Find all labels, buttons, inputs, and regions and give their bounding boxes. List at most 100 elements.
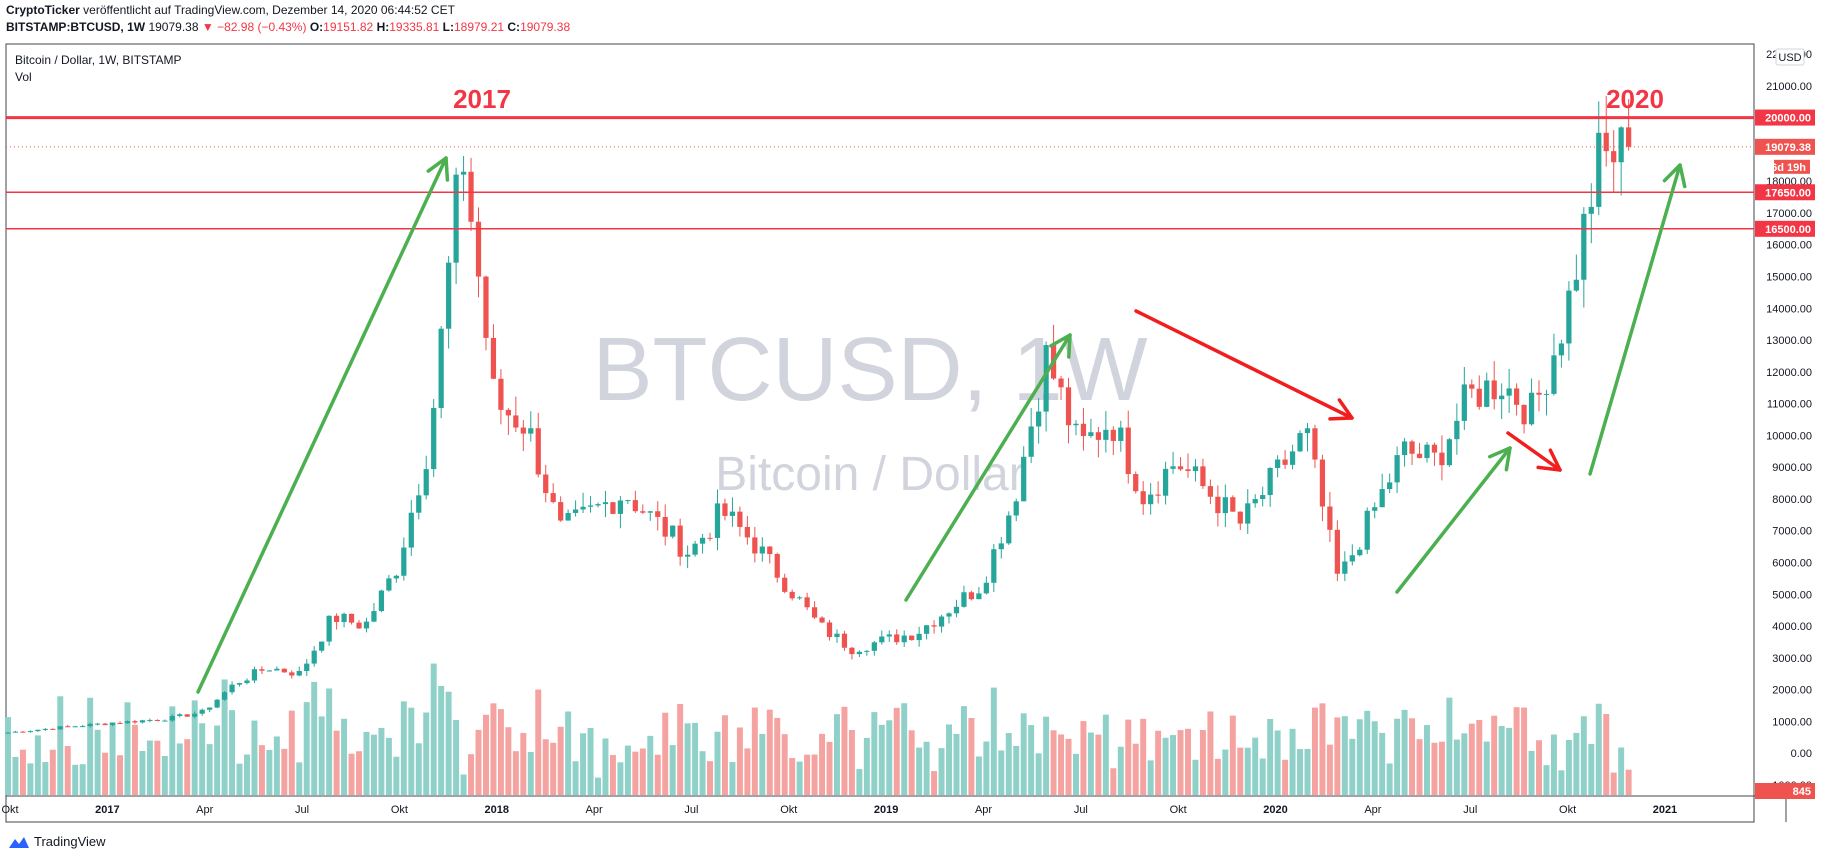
arrow-shaft bbox=[1134, 309, 1354, 420]
tradingview-logo-icon bbox=[9, 836, 29, 848]
candle-body bbox=[1036, 411, 1042, 427]
candle-body bbox=[1521, 404, 1527, 425]
candle-body bbox=[57, 726, 63, 730]
volume-bar bbox=[1521, 707, 1528, 795]
y-tick-label: 3000.00 bbox=[1772, 653, 1812, 665]
volume-bar bbox=[251, 720, 258, 795]
x-tick-label: Okt bbox=[1, 804, 18, 816]
candle-body bbox=[737, 511, 743, 527]
candle-body bbox=[1446, 439, 1453, 466]
volume-bar bbox=[1565, 739, 1572, 795]
volume-bar bbox=[453, 719, 460, 795]
volume-bar bbox=[557, 726, 564, 795]
candle-body bbox=[117, 722, 123, 724]
volume-bar bbox=[1072, 753, 1079, 795]
candle-body bbox=[42, 728, 48, 730]
candle-body bbox=[968, 592, 975, 600]
candle-body bbox=[1043, 345, 1049, 412]
candle-body bbox=[662, 516, 668, 537]
volume-bar bbox=[1170, 735, 1177, 795]
arrow-head bbox=[1488, 446, 1512, 472]
candle-body bbox=[1200, 466, 1206, 487]
y-tick-label: 8000.00 bbox=[1772, 494, 1812, 506]
volume-bar bbox=[707, 761, 714, 795]
candle-body bbox=[386, 578, 392, 591]
x-tick-label: 2021 bbox=[1653, 804, 1677, 816]
volume-bar bbox=[1424, 725, 1430, 795]
volume-bar bbox=[214, 725, 221, 795]
candle-body bbox=[505, 409, 511, 416]
x-tick-label: Apr bbox=[1364, 804, 1381, 816]
volume-bar bbox=[490, 703, 497, 795]
close-value: 19079.38 bbox=[520, 20, 571, 34]
candle-body bbox=[998, 543, 1004, 550]
volume-bar bbox=[580, 733, 587, 795]
year-annotation-2020: 2020 bbox=[1606, 84, 1664, 114]
candle-body bbox=[587, 505, 594, 507]
candle-body bbox=[1148, 494, 1154, 505]
price-label-box bbox=[1755, 184, 1815, 201]
arrow-shaft bbox=[1395, 446, 1512, 594]
volume-bar bbox=[602, 738, 609, 795]
x-tick-label: Apr bbox=[196, 804, 213, 816]
volume-bar bbox=[146, 740, 153, 795]
volume-bar bbox=[1498, 725, 1505, 795]
candle-body bbox=[1357, 549, 1363, 556]
candle-body bbox=[1484, 380, 1490, 407]
arrow-shaft bbox=[1588, 163, 1682, 476]
candle-body bbox=[640, 511, 646, 513]
price-axis-labels: 20000.00 19079.38 6d 19h 17650.00 16500.00 84… bbox=[1755, 109, 1815, 799]
candle-body bbox=[408, 512, 414, 548]
candle-body bbox=[550, 493, 556, 503]
y-tick-label: 15000.00 bbox=[1766, 271, 1812, 283]
candle-body bbox=[1170, 466, 1176, 469]
candle-body bbox=[729, 511, 736, 516]
volume-bar bbox=[258, 745, 265, 795]
volume-bar bbox=[341, 718, 348, 795]
candle-body bbox=[1028, 426, 1034, 457]
volume-bar bbox=[647, 735, 654, 795]
volume-bar bbox=[893, 707, 900, 795]
header-publish-line: CryptoTicker veröffentlicht auf TradingV… bbox=[6, 3, 455, 17]
volume-bar bbox=[326, 688, 333, 795]
candle-body bbox=[744, 526, 750, 538]
y-tick-label: 11000.00 bbox=[1767, 399, 1812, 411]
volume-bar bbox=[1274, 730, 1281, 795]
candle-body bbox=[319, 641, 325, 651]
tradingview-footer[interactable]: TradingView bbox=[8, 834, 106, 849]
y-tick-label: 5000.00 bbox=[1772, 589, 1812, 601]
volume-bar bbox=[759, 733, 766, 795]
candle-body bbox=[1603, 132, 1609, 152]
publisher-name: CryptoTicker bbox=[6, 3, 80, 17]
open-value: 19151.82 bbox=[323, 20, 374, 34]
candle-body bbox=[931, 625, 937, 627]
volume-bar bbox=[1379, 732, 1386, 795]
x-tick-label: Okt bbox=[1170, 804, 1187, 816]
volume-bar bbox=[1431, 742, 1438, 795]
candle-body bbox=[416, 495, 422, 513]
candle-body bbox=[1334, 529, 1340, 574]
currency-button[interactable] bbox=[1775, 48, 1805, 66]
currency-label: USD bbox=[1778, 52, 1801, 64]
candle-body bbox=[1185, 469, 1191, 472]
price-label-box bbox=[1774, 159, 1810, 174]
candle-body bbox=[363, 621, 370, 629]
volume-bar bbox=[789, 758, 796, 795]
volume-bar bbox=[1319, 703, 1326, 795]
candle-body bbox=[1491, 380, 1497, 400]
year-annotation-2017: 2017 bbox=[453, 84, 511, 114]
candle-body bbox=[1416, 453, 1423, 459]
volume-bar bbox=[273, 736, 280, 795]
volume-bar bbox=[960, 706, 967, 795]
volume-bar bbox=[1476, 719, 1483, 795]
candle-body bbox=[1095, 432, 1101, 440]
candle-body bbox=[266, 670, 273, 672]
volume-bar bbox=[639, 748, 646, 795]
candle-body bbox=[849, 647, 855, 655]
volume-bar bbox=[1147, 760, 1154, 795]
volume-bar bbox=[908, 730, 915, 795]
volume-bar bbox=[1050, 730, 1057, 795]
volume-bar bbox=[975, 756, 982, 795]
candle-body bbox=[953, 606, 960, 614]
